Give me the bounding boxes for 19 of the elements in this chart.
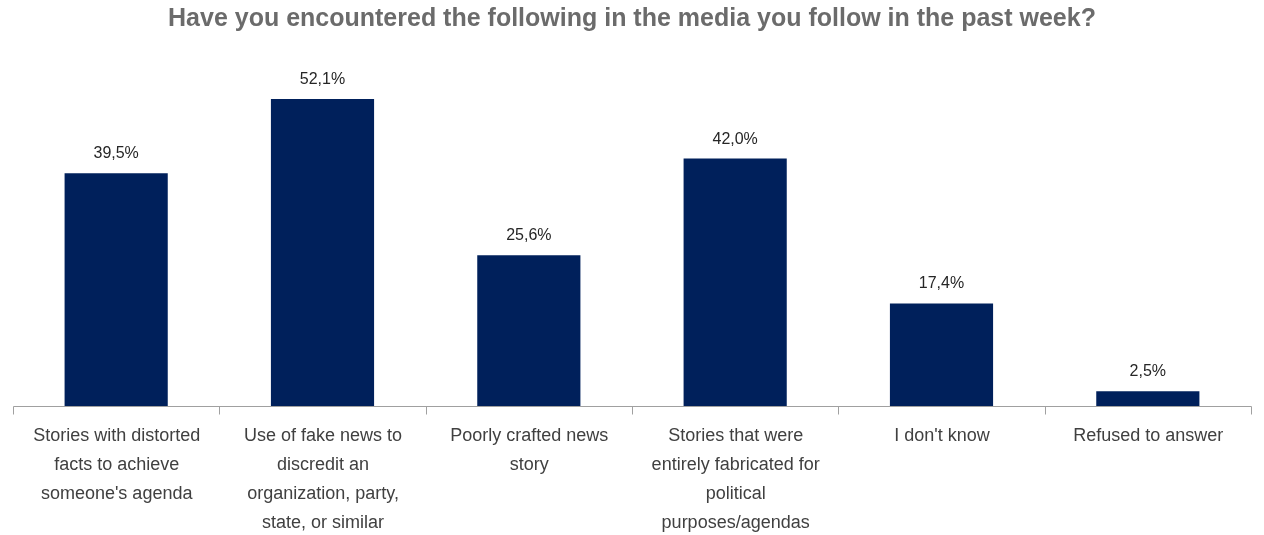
data-label: 39,5% — [93, 144, 139, 162]
x-tick-label: Stories with distorted facts to achieve someone's agenda — [33, 424, 201, 503]
data-label: 2,5% — [1129, 362, 1167, 380]
x-tick-label: Use of fake news to discredit an organization, party, state, or similar — [243, 424, 403, 532]
data-label: 25,6% — [506, 226, 552, 244]
data-label: 52,1% — [299, 70, 346, 87]
x-tick-label: I don't know — [894, 424, 991, 445]
bar — [683, 158, 787, 406]
bar — [1096, 391, 1200, 406]
x-tick-label: Poorly crafted news story — [450, 424, 609, 474]
bar — [64, 173, 168, 406]
data-label: 42,0% — [712, 129, 758, 147]
data-label: 17,4% — [918, 274, 965, 292]
x-tick-label: Refused to answer — [1073, 424, 1224, 445]
bar — [270, 99, 375, 406]
bar — [477, 255, 581, 406]
chart-title: Have you encountered the following in the media you follow in the past week? — [168, 3, 1096, 31]
bar — [889, 303, 994, 406]
x-tick-label: Stories that were entirely fabricated for political purposes/agendas — [651, 424, 820, 532]
